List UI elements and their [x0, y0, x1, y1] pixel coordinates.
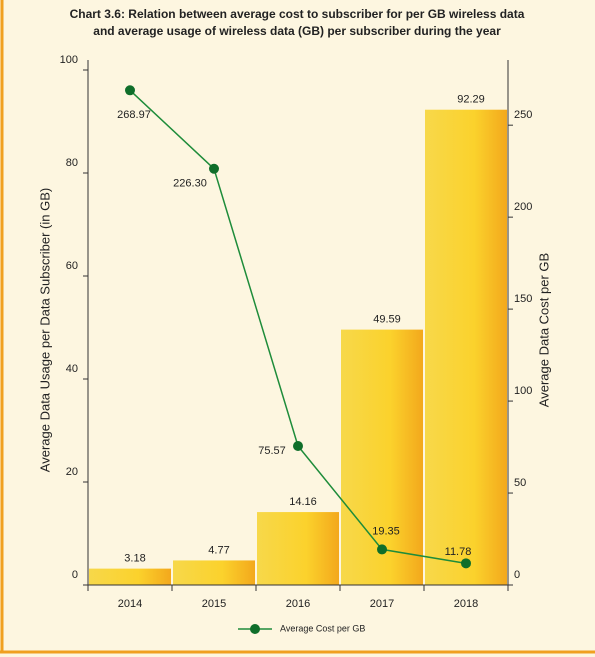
- line-value-label: 19.35: [372, 525, 400, 537]
- y-tick-label: 80: [66, 157, 78, 169]
- y2-tick-label: 200: [514, 201, 532, 213]
- y-tick-label: 20: [66, 466, 78, 478]
- bar-value-label: 4.77: [208, 544, 229, 556]
- bar: [341, 329, 423, 585]
- legend-label: Average Cost per GB: [280, 623, 365, 633]
- line-marker: [461, 558, 471, 569]
- bar-value-label: 3.18: [124, 553, 145, 565]
- line-marker: [125, 85, 135, 96]
- y2-tick-label: 0: [514, 569, 520, 581]
- x-tick-label: 2017: [370, 598, 394, 610]
- line-value-label: 75.57: [258, 445, 286, 457]
- bar: [89, 568, 171, 585]
- bar-value-label: 14.16: [289, 496, 317, 508]
- line-marker: [377, 544, 387, 555]
- x-tick-label: 2016: [286, 598, 310, 610]
- x-tick-label: 2018: [454, 598, 478, 610]
- x-tick-label: 2014: [118, 598, 142, 610]
- legend-marker: [250, 624, 260, 634]
- bar: [257, 512, 339, 585]
- y-tick-label: 40: [66, 363, 78, 375]
- line-value-label: 11.78: [445, 546, 472, 558]
- y2-tick-label: 150: [514, 293, 532, 305]
- bar: [425, 109, 507, 586]
- y-tick-label: 0: [72, 569, 78, 581]
- bar-value-label: 92.29: [457, 94, 485, 106]
- bar-value-label: 49.59: [373, 314, 401, 326]
- line-marker: [293, 441, 303, 452]
- line-value-label: 226.30: [173, 178, 207, 190]
- y2-tick-label: 100: [514, 385, 532, 397]
- chart-title: Chart 3.6: Relation between average cost…: [70, 7, 525, 21]
- y-tick-label: 100: [60, 54, 78, 66]
- line-value-label: 268.97: [117, 109, 151, 121]
- y-tick-label: 60: [66, 260, 78, 272]
- y2-axis-title: Average Data Cost per GB: [536, 253, 551, 407]
- chart-title: and average usage of wireless data (GB) …: [93, 24, 501, 38]
- line-marker: [209, 163, 219, 174]
- y2-tick-label: 50: [514, 477, 526, 489]
- y2-tick-label: 250: [514, 109, 532, 121]
- y-axis-title: Average Data Usage per Data Subscriber (…: [37, 188, 52, 472]
- x-tick-label: 2015: [202, 598, 226, 610]
- bar: [173, 560, 255, 585]
